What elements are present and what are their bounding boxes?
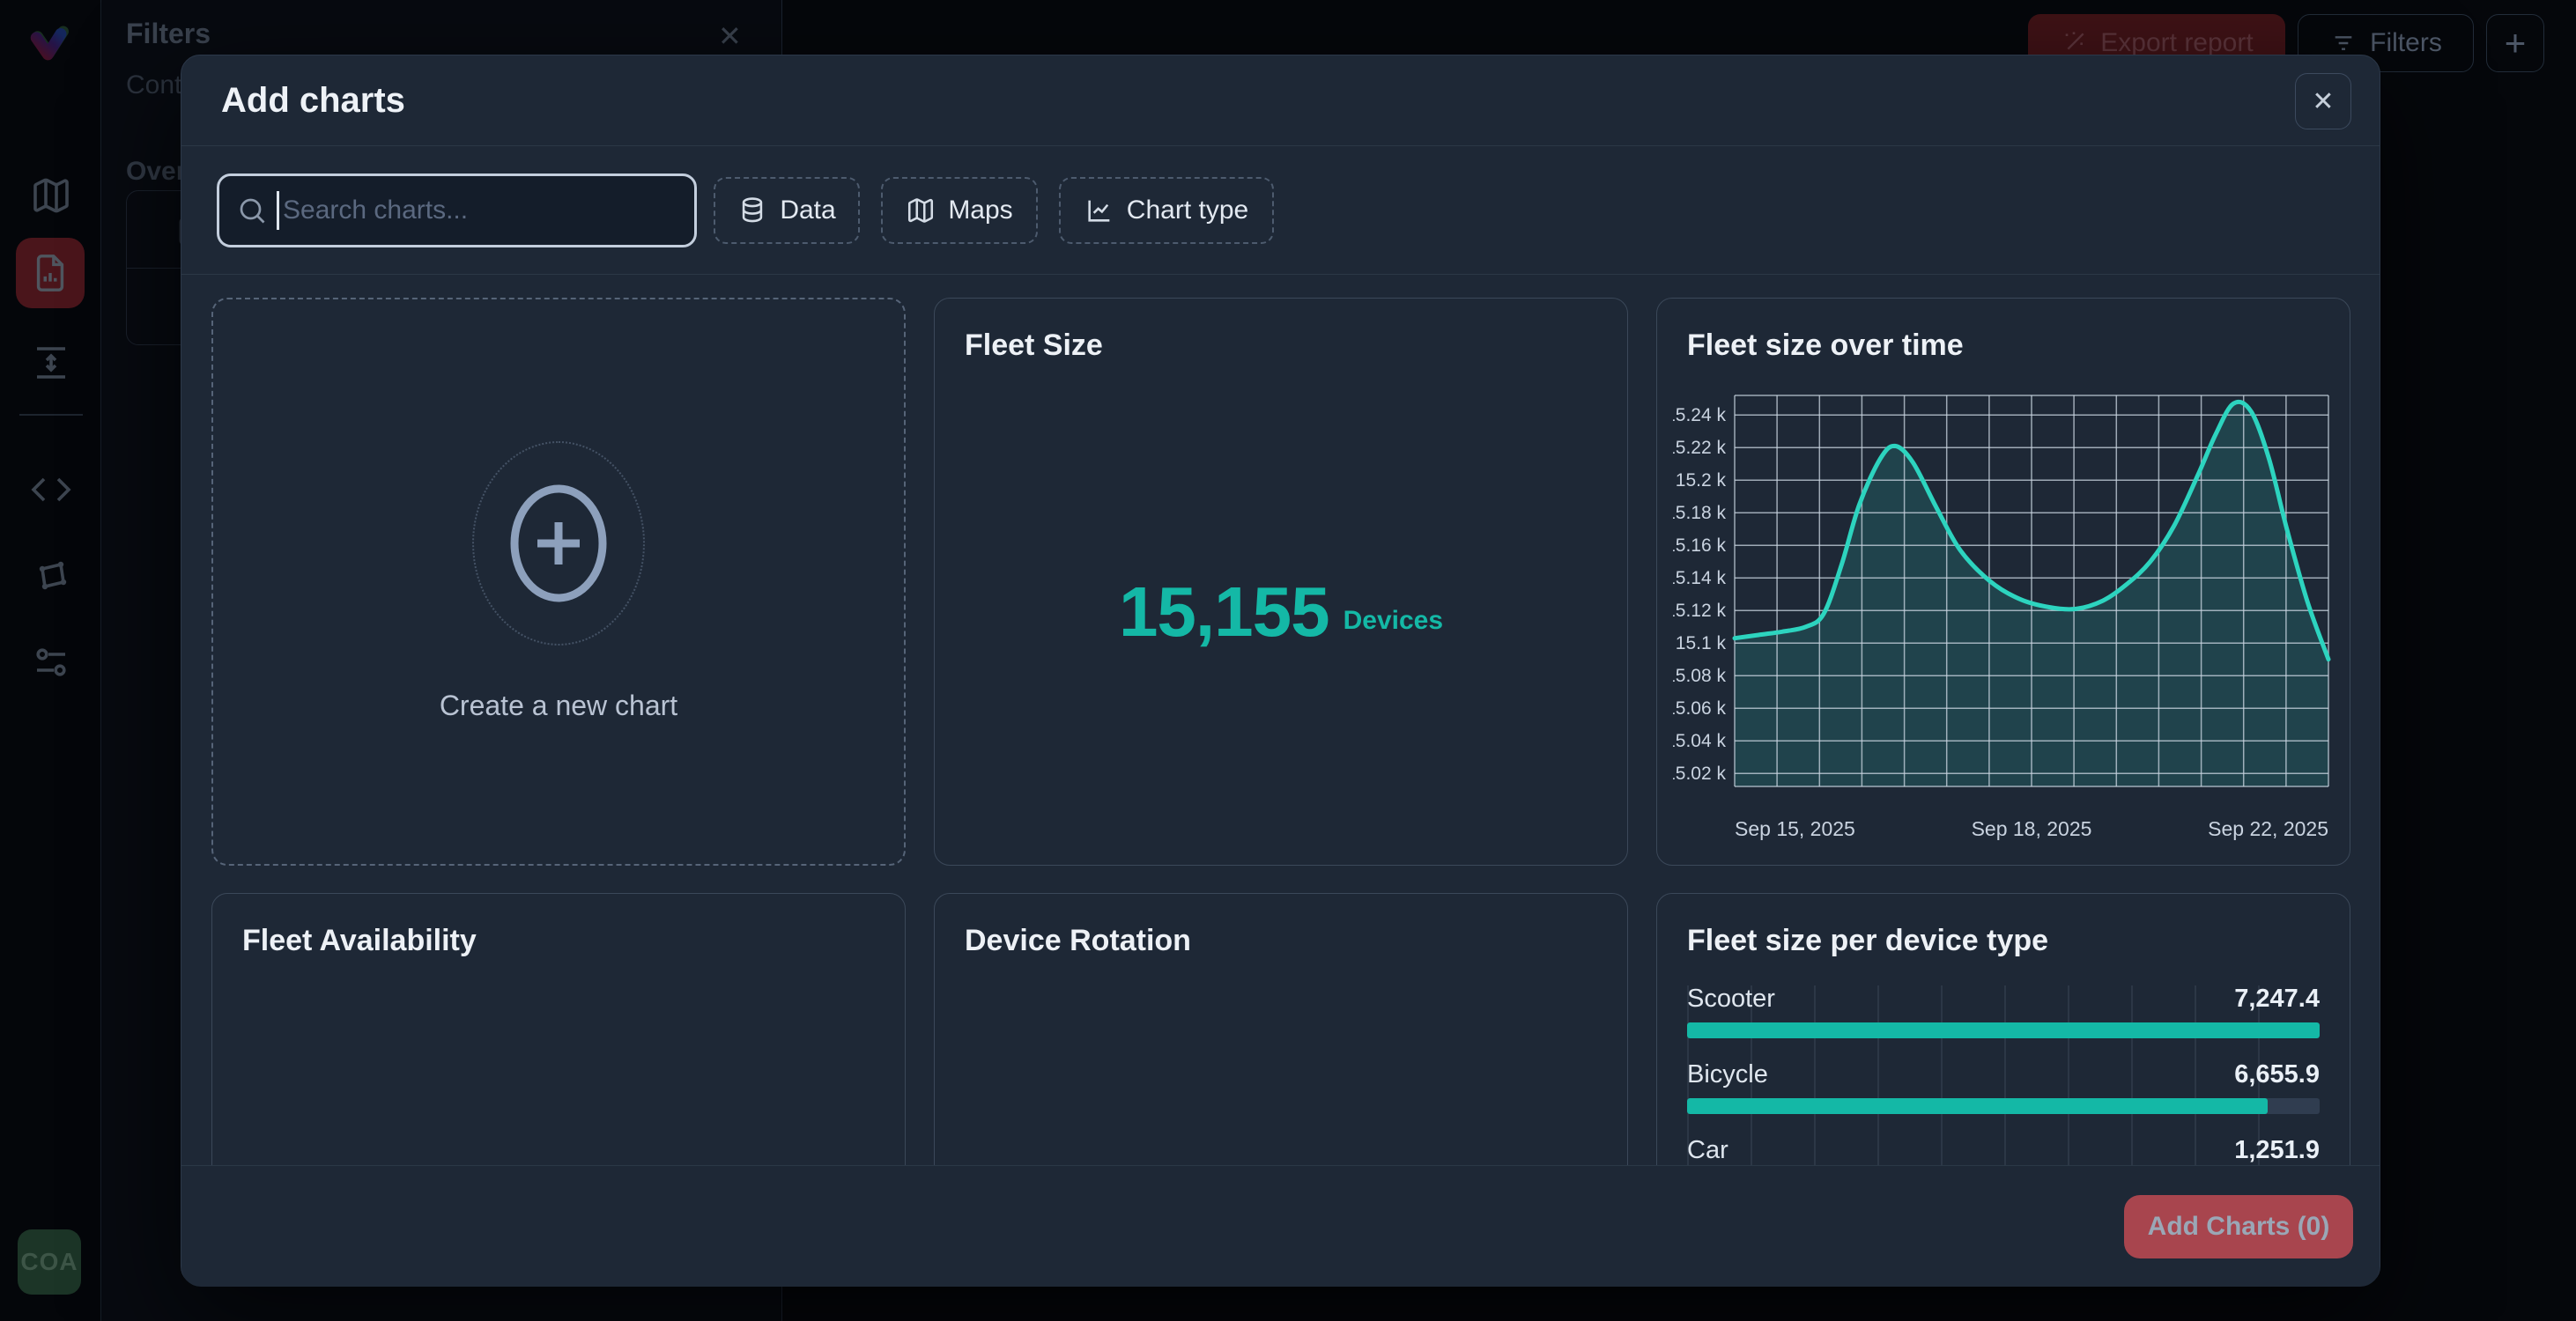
kpi-unit: Devices xyxy=(1343,605,1444,635)
svg-text:15.18 k: 15.18 k xyxy=(1673,503,1726,523)
kpi-value-group: 15,155 Devices xyxy=(935,328,1627,895)
svg-text:Sep 15, 2025: Sep 15, 2025 xyxy=(1735,817,1855,840)
database-icon xyxy=(743,197,763,223)
bar-value-label: 1,251.9 xyxy=(2234,1136,2320,1164)
charts-grid: Create a new chart Fleet Size 15,155 Dev… xyxy=(181,275,2380,1220)
chip-label: Chart type xyxy=(1126,196,1249,225)
export-report-label: Export report xyxy=(2100,28,2254,57)
fleet-over-time-plot: 15.02 k 15.04 k 15.06 k 15.08 k 15.1 k 15.12 … xyxy=(1673,383,2335,853)
svg-text:15.2 k: 15.2 k xyxy=(1676,470,1727,491)
filter-lines-icon xyxy=(2335,36,2352,50)
sidebar-item-maps[interactable] xyxy=(0,174,101,217)
map-icon xyxy=(33,178,69,213)
plus-circle-ring xyxy=(472,441,645,646)
sidebar-item-code[interactable] xyxy=(0,469,101,511)
chart-line-icon xyxy=(1088,200,1110,222)
plus-circle-icon xyxy=(510,484,607,602)
svg-text:15.22 k: 15.22 k xyxy=(1673,438,1726,458)
search-field xyxy=(217,173,697,247)
filters-panel-subtitle: Cont xyxy=(126,70,182,100)
svg-text:15.16 k: 15.16 k xyxy=(1673,535,1726,556)
search-icon xyxy=(240,198,265,224)
sidebar: COA xyxy=(0,0,101,1321)
svg-text:15.02 k: 15.02 k xyxy=(1673,764,1726,784)
bar-value-label: 7,247.4 xyxy=(2234,985,2320,1013)
sidebar-item-reports-active[interactable] xyxy=(16,238,85,308)
plus-icon: + xyxy=(2504,22,2527,63)
sidebar-divider xyxy=(19,414,83,416)
svg-text:Sep 22, 2025: Sep 22, 2025 xyxy=(2208,817,2328,840)
map-icon xyxy=(908,198,934,223)
user-org-badge[interactable]: COA xyxy=(18,1229,81,1295)
chip-label: Data xyxy=(780,196,836,225)
add-charts-button[interactable]: Add Charts (0) xyxy=(2124,1195,2353,1258)
svg-text:Sep 18, 2025: Sep 18, 2025 xyxy=(1972,817,2092,840)
filters-panel-title: Filters xyxy=(126,18,211,49)
bar-category-label: Scooter xyxy=(1687,985,1775,1013)
svg-text:15.08 k: 15.08 k xyxy=(1673,666,1726,686)
chip-label: Maps xyxy=(948,196,1013,225)
kpi-value: 15,155 xyxy=(1118,572,1330,651)
modal-header: Add charts ✕ xyxy=(181,55,2380,146)
bar-fill xyxy=(1687,1098,2269,1114)
card-title: Fleet size per device type xyxy=(1687,924,2049,957)
add-charts-modal: Add charts ✕ Data Maps xyxy=(181,55,2380,1287)
bar-value-label: 6,655.9 xyxy=(2234,1060,2320,1089)
sidebar-item-polygon[interactable] xyxy=(0,555,101,597)
bar-track xyxy=(1687,1098,2320,1114)
filters-panel-close-icon[interactable]: ✕ xyxy=(718,20,742,52)
svg-text:15.1 k: 15.1 k xyxy=(1676,633,1727,653)
filters-panel-section-label: Over xyxy=(126,157,187,186)
filter-chip-chart-type[interactable]: Chart type xyxy=(1059,177,1274,244)
bar-category-label: Bicycle xyxy=(1687,1060,1768,1089)
modal-close-button[interactable]: ✕ xyxy=(2295,73,2351,129)
brand-logo[interactable] xyxy=(0,21,101,63)
chart-card-fleet-over-time[interactable]: Fleet size over time 15.02 k 15.04 k 15.06… xyxy=(1656,298,2350,866)
sidebar-item-export[interactable] xyxy=(0,342,101,384)
create-new-chart-card[interactable]: Create a new chart xyxy=(211,298,906,866)
filters-button-label: Filters xyxy=(2370,28,2442,57)
svg-text:15.24 k: 15.24 k xyxy=(1673,405,1726,425)
bar-track xyxy=(1687,1022,2320,1038)
text-cursor xyxy=(277,191,279,230)
sliders-icon xyxy=(35,648,66,676)
modal-toolbar: Data Maps Chart type xyxy=(181,146,2380,275)
card-title: Fleet Size xyxy=(965,328,1103,362)
chart-card-fleet-size[interactable]: Fleet Size 15,155 Devices xyxy=(934,298,1628,866)
sidebar-item-settings[interactable] xyxy=(0,641,101,683)
bar-fill xyxy=(1687,1022,2320,1038)
code-icon xyxy=(30,477,71,502)
report-chart-icon xyxy=(36,255,64,292)
card-title: Fleet Availability xyxy=(242,924,477,957)
close-icon: ✕ xyxy=(2312,86,2335,116)
svg-text:15.14 k: 15.14 k xyxy=(1673,568,1726,588)
svg-text:15.04 k: 15.04 k xyxy=(1673,731,1726,751)
modal-footer: Add Charts (0) xyxy=(181,1165,2380,1287)
search-input[interactable] xyxy=(217,173,697,247)
modal-title: Add charts xyxy=(221,81,405,120)
unfold-vertical-icon xyxy=(36,347,65,379)
filters-button[interactable]: Filters xyxy=(2298,14,2474,72)
add-widget-button[interactable]: + xyxy=(2486,14,2544,72)
filter-chip-data[interactable]: Data xyxy=(714,177,860,244)
polygon-icon xyxy=(39,561,66,590)
magic-wand-icon xyxy=(2065,32,2084,50)
svg-text:15.06 k: 15.06 k xyxy=(1673,698,1726,719)
create-chart-label: Create a new chart xyxy=(439,690,678,721)
card-title: Device Rotation xyxy=(965,924,1191,957)
badge-label: COA xyxy=(20,1248,78,1275)
svg-text:15.12 k: 15.12 k xyxy=(1673,601,1726,621)
filter-chip-maps[interactable]: Maps xyxy=(881,177,1038,244)
bar-row-bicycle: Bicycle 6,655.9 xyxy=(1687,1060,2320,1114)
brand-logo-icon xyxy=(30,26,69,61)
bar-category-label: Car xyxy=(1687,1136,1728,1164)
bar-row-scooter: Scooter 7,247.4 xyxy=(1687,985,2320,1038)
dashboard-topbar-background: Export report Filters + xyxy=(782,0,2576,97)
card-title: Fleet size over time xyxy=(1687,328,1964,362)
